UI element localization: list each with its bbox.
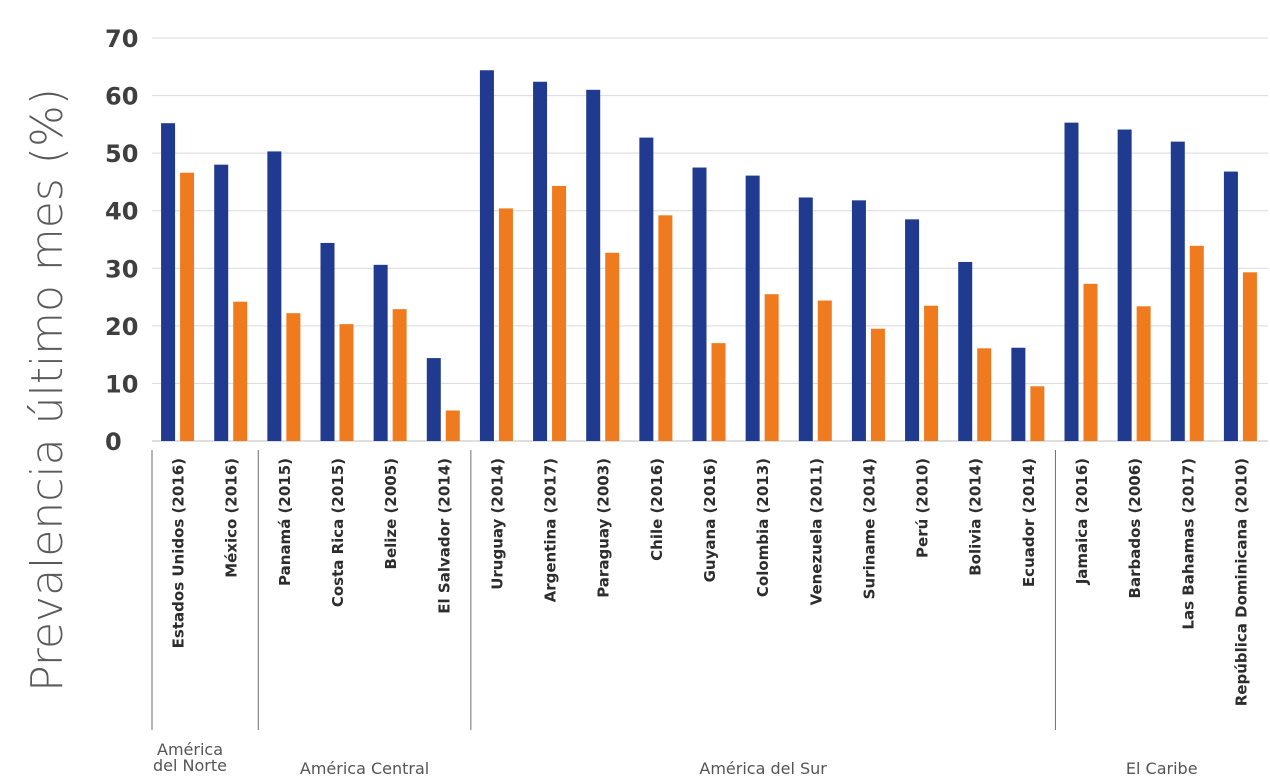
category-label: Costa Rica (2015): [329, 458, 347, 607]
category-label: Estados Unidos (2016): [170, 458, 188, 648]
category-label: Panamá (2015): [276, 458, 294, 586]
category-label: Chile (2016): [648, 458, 666, 561]
y-tick-label: 10: [105, 370, 138, 398]
bar-series-1: [214, 164, 229, 441]
category-label: Suriname (2014): [860, 458, 878, 599]
bar-series-1: [905, 219, 920, 441]
category-label: República Dominicana (2010): [1232, 458, 1250, 706]
y-tick-label: 50: [105, 140, 138, 168]
y-tick-label: 60: [105, 83, 138, 111]
bar-series-1: [320, 242, 335, 441]
bar-series-1: [851, 200, 866, 441]
y-tick-label: 0: [105, 428, 122, 456]
bar-series-2: [870, 328, 885, 441]
bar-series-2: [711, 343, 726, 441]
category-label: Bolivia (2014): [967, 458, 985, 576]
bar-series-1: [267, 151, 282, 441]
bar-series-2: [552, 185, 567, 441]
bar-series-2: [339, 324, 354, 441]
category-label: Venezuela (2011): [807, 458, 825, 605]
y-tick-label: 70: [105, 25, 138, 53]
bar-series-1: [692, 167, 707, 442]
bar-series-2: [1083, 283, 1098, 441]
category-label: Perú (2010): [914, 458, 932, 558]
bar-series-2: [1242, 272, 1257, 441]
bar-series-2: [977, 348, 992, 441]
y-tick-label: 30: [105, 255, 138, 283]
bar-series-2: [658, 215, 673, 441]
y-tick-label: 40: [105, 198, 138, 226]
category-label: Jamaica (2016): [1073, 458, 1091, 585]
category-label: Uruguay (2014): [488, 458, 506, 590]
category-labels: Estados Unidos (2016) México (2016) Panamá…: [170, 458, 1251, 706]
bar-series-2: [1030, 386, 1045, 441]
bar-series-2: [286, 313, 301, 441]
category-label: Colombia (2013): [754, 458, 772, 597]
bar-series-2: [817, 300, 832, 441]
category-label: Ecuador (2014): [1020, 458, 1038, 587]
bar-series-1: [798, 197, 813, 441]
bar-series-1: [373, 264, 388, 441]
bar-series-1: [1011, 347, 1026, 441]
bar-series-2: [924, 305, 939, 441]
bar-series-1: [586, 89, 601, 442]
bar-series-1: [479, 70, 494, 442]
y-axis-label: Prevalencia último mes (%): [22, 88, 73, 692]
bar-series-1: [1170, 141, 1185, 441]
category-label: Barbados (2006): [1126, 458, 1144, 598]
region-label: América del Sur: [699, 759, 827, 778]
category-label: Las Bahamas (2017): [1179, 458, 1197, 630]
category-label: El Salvador (2014): [435, 458, 453, 614]
bar-series-1: [1223, 171, 1238, 441]
bar-series-2: [1189, 245, 1204, 441]
region-label: América Central: [300, 759, 429, 778]
category-label: Argentina (2017): [542, 458, 560, 602]
bar-series-2: [498, 208, 513, 441]
bar-series-2: [445, 410, 460, 441]
bar-series-1: [745, 175, 760, 442]
bar-series-1: [161, 123, 176, 441]
bar-series-2: [605, 252, 620, 441]
bar-series-1: [1064, 122, 1079, 441]
gridlines: [152, 37, 1268, 442]
bar-series-1: [426, 358, 441, 441]
bar-series-2: [392, 309, 407, 441]
bar-series-1: [958, 261, 973, 441]
y-tick-labels: 0 10 20 30 40 50 60 70: [105, 25, 138, 456]
bars: [161, 70, 1257, 442]
region-label: América: [157, 740, 223, 759]
bar-series-2: [1136, 306, 1151, 441]
bar-series-2: [233, 301, 248, 441]
bar-series-2: [764, 294, 779, 441]
category-label: Paraguay (2003): [595, 458, 613, 598]
category-label: Belize (2005): [382, 458, 400, 569]
y-tick-label: 20: [105, 313, 138, 341]
bar-series-1: [1117, 129, 1132, 441]
bar-series-1: [639, 137, 654, 441]
category-label: México (2016): [223, 458, 241, 578]
bar-series-2: [180, 172, 195, 441]
category-label: Guyana (2016): [701, 458, 719, 582]
region-label: del Norte: [153, 756, 227, 775]
bar-series-1: [533, 81, 548, 442]
region-label: El Caribe: [1126, 759, 1198, 778]
